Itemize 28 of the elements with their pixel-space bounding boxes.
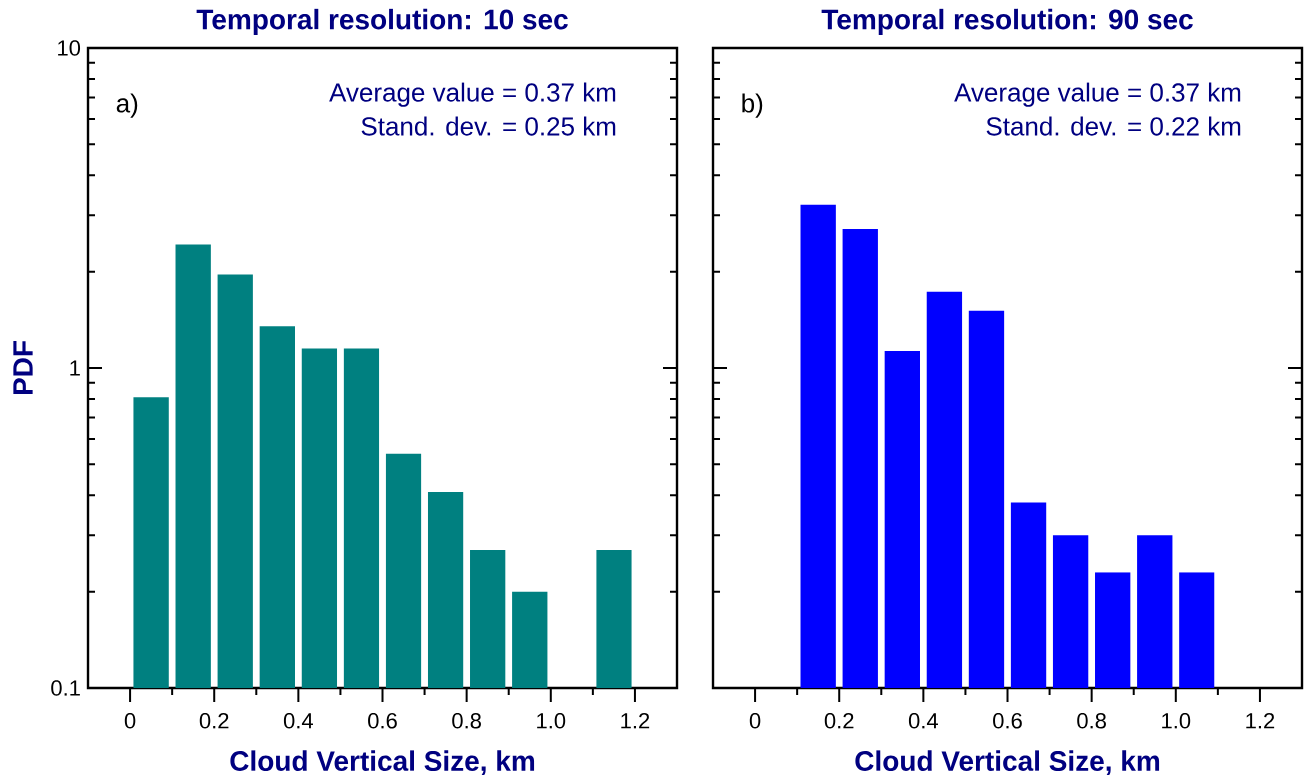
x-tick-label: 0.2 xyxy=(199,713,229,729)
x-tick-label: 1.0 xyxy=(537,713,566,729)
x-tick-label: 0.2 xyxy=(824,713,854,729)
annotation: Average value = 0.37 km xyxy=(329,82,616,107)
x-tick-label: 1.2 xyxy=(1246,713,1275,729)
x-tick-label: 0 xyxy=(124,713,136,729)
x-tick-label: 0 xyxy=(749,713,761,729)
y-tick-label: 1 xyxy=(70,360,80,376)
annotation: b) xyxy=(742,93,763,118)
x-tick-label: 0.6 xyxy=(368,713,397,729)
x-tick-label: 1.0 xyxy=(1162,713,1191,729)
x-tick-label: 1.2 xyxy=(621,713,650,729)
x-tick-label: 0.8 xyxy=(452,713,481,729)
x-tick-label: 0.6 xyxy=(993,713,1022,729)
x-axis-title: Cloud Vertical Size, km xyxy=(230,750,535,775)
y-axis-title: PDF xyxy=(13,341,33,395)
annotation: a) xyxy=(116,93,138,118)
chart-title: Temporal resolution: 90 sec xyxy=(821,8,1193,35)
annotation: Average value = 0.37 km xyxy=(954,82,1241,107)
x-tick-label: 0.4 xyxy=(908,713,938,729)
annotation: Stand. dev. = 0.25 km xyxy=(361,116,616,136)
y-tick-label: 0.1 xyxy=(51,680,80,696)
x-tick-label: 0.8 xyxy=(1077,713,1106,729)
x-axis-title: Cloud Vertical Size, km xyxy=(855,750,1160,775)
y-tick-label: 10 xyxy=(58,40,81,56)
chart-title: Temporal resolution: 10 sec xyxy=(196,8,568,35)
x-tick-label: 0.4 xyxy=(283,713,313,729)
annotation: Stand. dev. = 0.22 km xyxy=(986,116,1241,136)
